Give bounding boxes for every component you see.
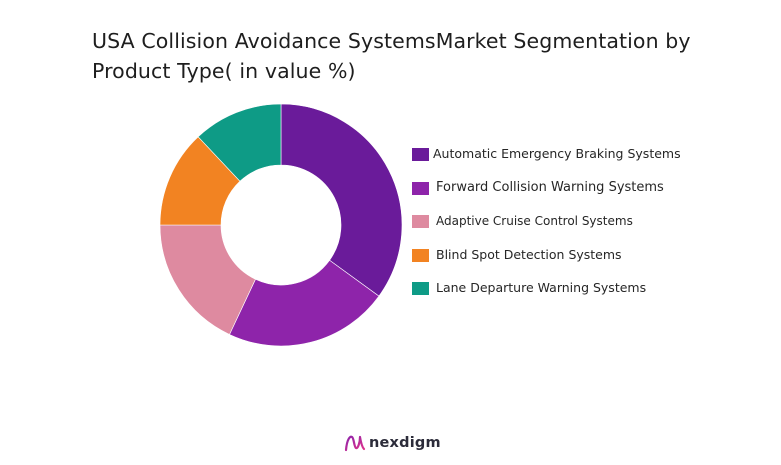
legend-swatch-bsd xyxy=(412,248,429,262)
legend-label-bsd: Blind Spot Detection Systems xyxy=(436,246,622,262)
legend-label-ldw: Lane Departure Warning Systems xyxy=(436,280,647,296)
donut-slice-aeb xyxy=(280,103,403,297)
legend-label-fcw: Forward Collision Warning Systems xyxy=(436,179,664,195)
legend-swatch-ldw xyxy=(412,282,429,296)
chart-title-line-2: Product Type( in value %) xyxy=(92,59,356,83)
legend-swatch-aeb xyxy=(412,148,429,161)
donut-slice-ldw xyxy=(197,103,282,182)
chart-title: USA Collision Avoidance SystemsMarket Se… xyxy=(92,26,732,86)
legend-swatch-acc xyxy=(412,215,429,229)
brand-name: nexdigm xyxy=(369,435,441,451)
legend-label-aeb: Automatic Emergency Braking Systems xyxy=(433,146,681,161)
donut-slice-fcw xyxy=(229,259,380,347)
nexdigm-logo-icon xyxy=(344,435,366,452)
chart-title-line-1: USA Collision Avoidance SystemsMarket Se… xyxy=(92,29,691,53)
legend-swatch-fcw xyxy=(412,181,429,195)
legend-label-acc: Adaptive Cruise Control Systems xyxy=(436,214,633,229)
